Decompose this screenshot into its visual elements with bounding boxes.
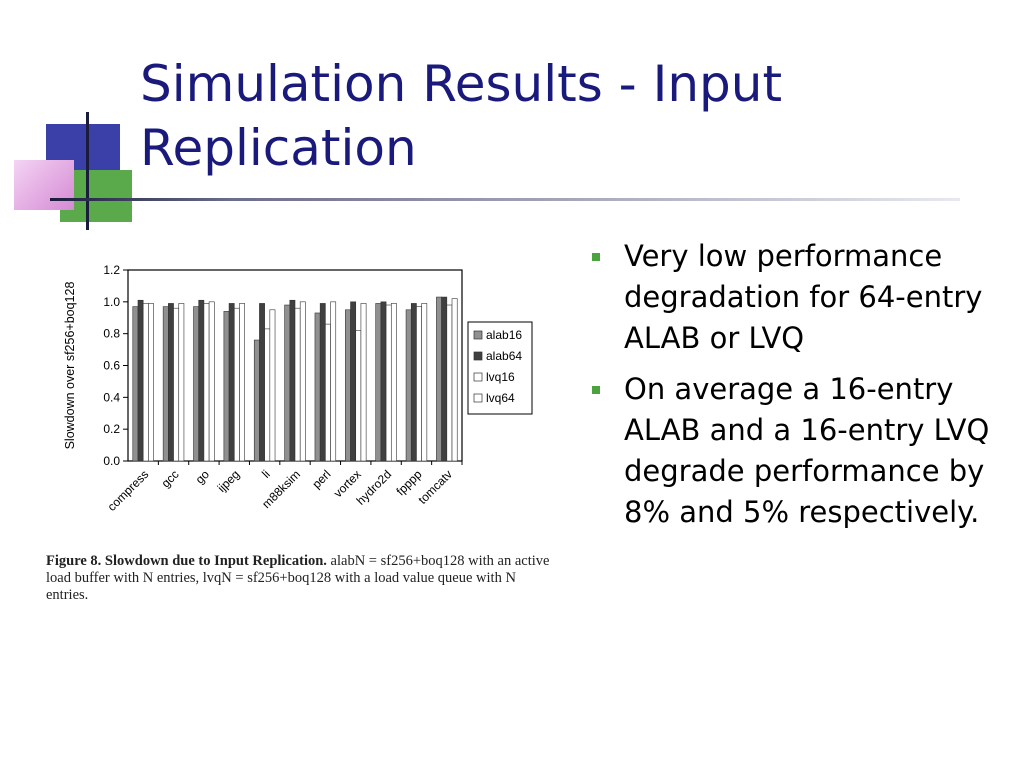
bar-alab16-compress	[132, 306, 139, 462]
bar-lvq64-fpppp	[421, 303, 428, 462]
bar-lvq64-tomcatv	[451, 298, 458, 462]
bar-alab64-gcc	[168, 303, 174, 462]
y-tick-label: 0.2	[103, 422, 120, 436]
y-tick-label: 0.8	[103, 327, 120, 341]
title-underline	[50, 198, 960, 201]
bar-lvq64-vortex	[360, 303, 367, 462]
bullet-square-icon	[592, 386, 600, 394]
bar-lvq64-perl	[330, 301, 337, 462]
slide-title-line-1: Simulation Results - Input	[140, 55, 783, 113]
y-tick-label: 1.0	[103, 295, 120, 309]
bullet-text-1: Very low performance degradation for 64-…	[624, 239, 983, 355]
bar-lvq16-li	[264, 328, 271, 462]
bullet-text-2: On average a 16-entry ALAB and a 16-entr…	[624, 372, 990, 529]
slide-title-line-2: Replication	[140, 119, 417, 177]
bar-lvq64-gcc	[178, 303, 185, 462]
y-tick-label: 0.6	[103, 359, 120, 373]
bar-lvq16-vortex	[355, 330, 362, 462]
bar-lvq16-perl	[325, 323, 331, 462]
slowdown-chart: 0.0 0.2 0.4 0.6 0.8 1.0 1.2 Slowdown over sf256…	[40, 240, 560, 620]
bar-lvq16-go	[203, 303, 210, 462]
y-tick-label: 0.0	[103, 454, 120, 468]
bar-lvq16-tomcatv	[446, 304, 453, 462]
bar-lvq64-li	[269, 309, 276, 462]
figure-caption-text: alabN = sf256+boq128 with an active load…	[46, 553, 550, 603]
legend-swatch	[473, 351, 483, 361]
legend-label: lvq16	[486, 370, 515, 384]
bar-alab64-compress	[137, 299, 144, 462]
bar-alab16-gcc	[162, 306, 169, 462]
bar-alab64-fpppp	[410, 303, 417, 462]
x-tick-label: ijpeg	[215, 467, 243, 495]
bar-lvq64-m88ksim	[299, 301, 306, 462]
bar-alab16-perl	[314, 312, 321, 462]
bar-alab16-li	[253, 339, 260, 462]
x-tick-label: tomcatv	[415, 467, 455, 507]
y-axis-label: Slowdown over sf256+boq128	[63, 282, 77, 450]
bar-alab16-go	[193, 306, 200, 462]
bar-alab16-m88ksim	[284, 304, 291, 462]
legend-swatch	[473, 393, 483, 403]
bar-alab64-tomcatv	[441, 296, 448, 462]
chart-svg: 0.0 0.2 0.4 0.6 0.8 1.0 1.2 Slowdown over sf256…	[63, 263, 533, 514]
legend-label: lvq64	[486, 391, 515, 405]
figure-caption: Figure 8. Slowdown due to Input Replicat…	[46, 553, 556, 604]
bar-alab64-m88ksim	[289, 299, 296, 462]
legend-label: alab64	[486, 349, 522, 363]
legend-swatch	[473, 330, 483, 340]
decor-square-pink	[14, 160, 74, 210]
y-tick-label: 1.2	[103, 263, 120, 277]
bar-alab64-hydro2d	[380, 301, 387, 462]
bar-alab16-hydro2d	[375, 303, 382, 462]
bar-lvq16-compress	[142, 303, 149, 462]
bar-lvq64-compress	[148, 303, 154, 462]
x-tick-label: gcc	[159, 467, 182, 490]
bar-lvq64-ijpeg	[239, 303, 245, 462]
bar-alab64-ijpeg	[228, 303, 235, 462]
bullet-item-1: Very low performance degradation for 64-…	[592, 236, 1002, 359]
bar-alab64-perl	[319, 303, 326, 462]
bar-alab16-tomcatv	[436, 296, 442, 462]
x-tick-label: compress	[105, 467, 152, 514]
x-tick-label: li	[259, 467, 273, 481]
bar-lvq64-hydro2d	[390, 303, 397, 462]
bar-lvq16-hydro2d	[385, 304, 392, 462]
y-tick-label: 0.4	[103, 390, 120, 404]
x-tick-label: go	[193, 467, 213, 487]
legend-swatch	[473, 372, 483, 382]
slide-title: Simulation Results - Input Replication	[140, 52, 1000, 180]
bar-alab16-vortex	[345, 309, 351, 462]
bar-lvq16-ijpeg	[233, 307, 240, 462]
bullet-list: Very low performance degradation for 64-…	[592, 236, 1002, 543]
bar-lvq16-gcc	[173, 307, 180, 462]
bar-alab64-vortex	[350, 301, 357, 462]
legend-label: alab16	[486, 328, 522, 342]
bar-alab64-go	[198, 299, 205, 462]
bar-lvq16-fpppp	[416, 306, 422, 462]
bar-lvq64-go	[208, 301, 215, 462]
bar-lvq16-m88ksim	[294, 307, 301, 462]
bullet-item-2: On average a 16-entry ALAB and a 16-entr…	[592, 369, 1002, 533]
x-tick-label: perl	[309, 467, 333, 491]
decor-line-vertical	[86, 112, 89, 230]
figure-caption-label: Figure 8. Slowdown due to Input Replicat…	[46, 553, 327, 569]
bar-alab64-li	[259, 303, 265, 462]
bar-alab16-ijpeg	[223, 311, 230, 462]
bullet-square-icon	[592, 253, 600, 261]
bar-alab16-fpppp	[405, 309, 412, 462]
